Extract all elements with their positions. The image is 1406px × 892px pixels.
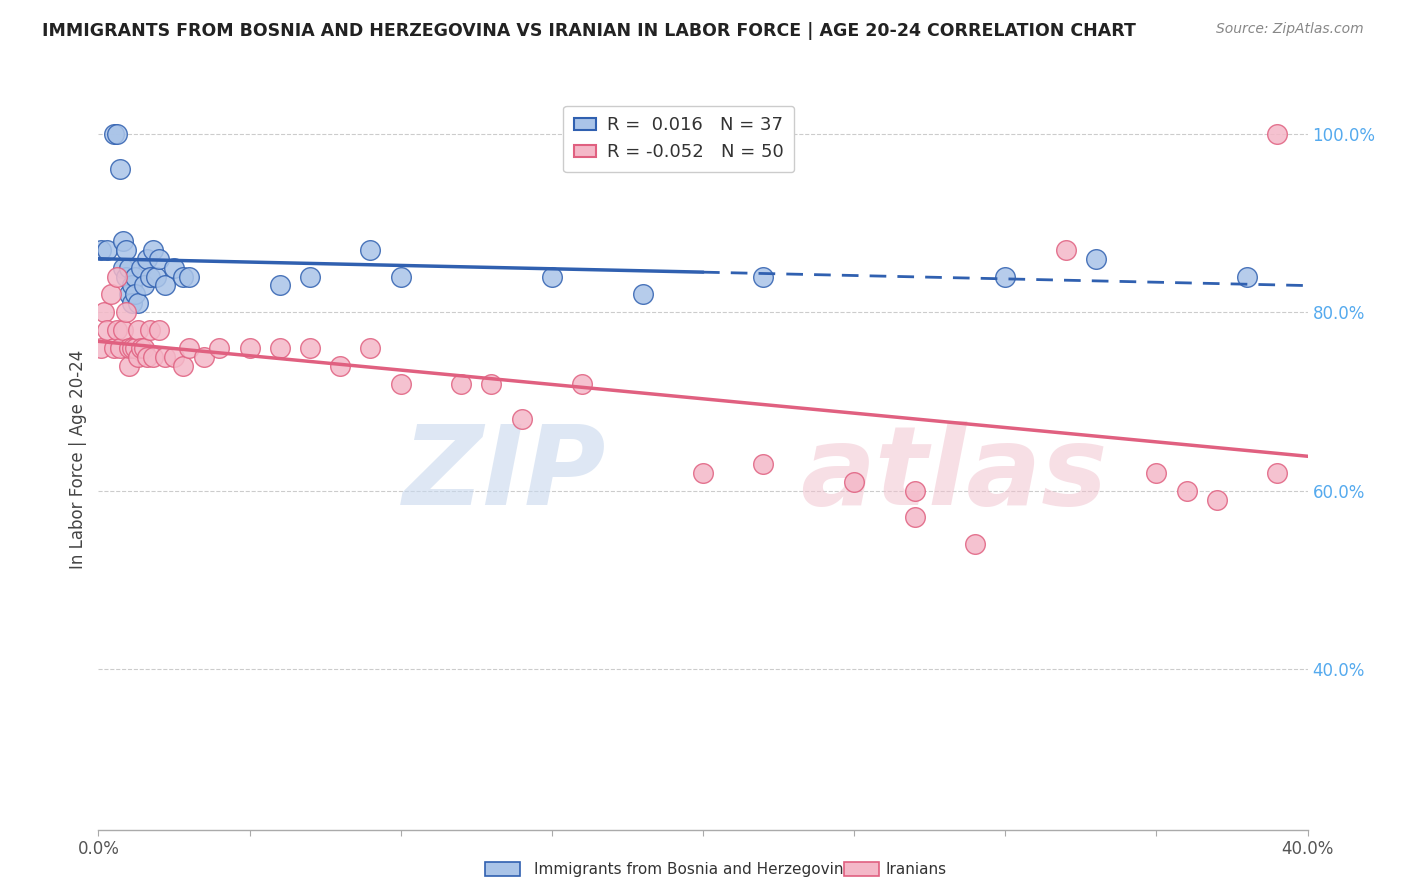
Text: Immigrants from Bosnia and Herzegovina: Immigrants from Bosnia and Herzegovina bbox=[534, 863, 853, 877]
Point bbox=[121, 296, 143, 310]
Point bbox=[93, 305, 115, 319]
Text: IMMIGRANTS FROM BOSNIA AND HERZEGOVINA VS IRANIAN IN LABOR FORCE | AGE 20-24 COR: IMMIGRANTS FROM BOSNIA AND HERZEGOVINA V… bbox=[42, 22, 1136, 40]
Point bbox=[153, 350, 176, 364]
Point bbox=[139, 269, 162, 284]
Point bbox=[121, 341, 143, 355]
Point bbox=[111, 260, 134, 275]
Point bbox=[132, 278, 155, 293]
Point bbox=[111, 234, 134, 248]
Text: ZIP: ZIP bbox=[402, 421, 606, 528]
Text: Iranians: Iranians bbox=[886, 863, 946, 877]
Point bbox=[129, 341, 152, 355]
Point bbox=[103, 341, 125, 355]
Point bbox=[208, 341, 231, 355]
Point bbox=[692, 466, 714, 480]
Point bbox=[299, 341, 322, 355]
Point bbox=[481, 376, 503, 391]
Point bbox=[129, 260, 152, 275]
Point bbox=[389, 376, 412, 391]
Point bbox=[1206, 492, 1229, 507]
Point bbox=[124, 341, 146, 355]
Point bbox=[1236, 269, 1258, 284]
Point bbox=[132, 341, 155, 355]
Point bbox=[96, 323, 118, 337]
Text: Source: ZipAtlas.com: Source: ZipAtlas.com bbox=[1216, 22, 1364, 37]
Point bbox=[163, 260, 186, 275]
Point bbox=[329, 359, 352, 373]
Point bbox=[145, 269, 167, 284]
Point bbox=[269, 278, 291, 293]
Point bbox=[540, 269, 562, 284]
Point bbox=[105, 269, 128, 284]
Point bbox=[904, 510, 927, 524]
Point bbox=[118, 260, 141, 275]
Point bbox=[127, 350, 149, 364]
Point bbox=[114, 269, 136, 284]
Text: atlas: atlas bbox=[800, 421, 1107, 528]
Point bbox=[179, 341, 201, 355]
Point bbox=[193, 350, 215, 364]
Point bbox=[105, 323, 128, 337]
Point bbox=[139, 323, 162, 337]
Point bbox=[142, 243, 165, 257]
Point bbox=[114, 305, 136, 319]
Point bbox=[179, 269, 201, 284]
Point bbox=[103, 127, 125, 141]
Point bbox=[269, 341, 291, 355]
Point bbox=[100, 287, 122, 301]
Point bbox=[108, 341, 131, 355]
Point bbox=[510, 412, 533, 426]
Point bbox=[148, 252, 170, 266]
Point bbox=[1267, 127, 1289, 141]
Point bbox=[631, 287, 654, 301]
Point bbox=[163, 350, 186, 364]
Point bbox=[90, 243, 112, 257]
Point bbox=[118, 287, 141, 301]
Point bbox=[148, 323, 170, 337]
Point bbox=[389, 269, 412, 284]
Point bbox=[1054, 243, 1077, 257]
Point bbox=[239, 341, 262, 355]
Point bbox=[111, 323, 134, 337]
Point bbox=[1144, 466, 1167, 480]
Point bbox=[752, 457, 775, 471]
Y-axis label: In Labor Force | Age 20-24: In Labor Force | Age 20-24 bbox=[69, 350, 87, 569]
Point bbox=[96, 243, 118, 257]
Point bbox=[172, 269, 194, 284]
Legend: R =  0.016   N = 37, R = -0.052   N = 50: R = 0.016 N = 37, R = -0.052 N = 50 bbox=[564, 105, 794, 172]
Point bbox=[994, 269, 1017, 284]
Point bbox=[127, 296, 149, 310]
Point bbox=[172, 359, 194, 373]
Point bbox=[450, 376, 472, 391]
Point bbox=[118, 359, 141, 373]
Point bbox=[904, 483, 927, 498]
Point bbox=[153, 278, 176, 293]
Point bbox=[105, 127, 128, 141]
Point bbox=[121, 278, 143, 293]
Point bbox=[135, 252, 157, 266]
Point bbox=[844, 475, 866, 489]
Point bbox=[1267, 466, 1289, 480]
Point bbox=[118, 341, 141, 355]
Point bbox=[142, 350, 165, 364]
Point bbox=[360, 243, 382, 257]
Point bbox=[90, 341, 112, 355]
Point bbox=[124, 269, 146, 284]
Point bbox=[752, 269, 775, 284]
Point bbox=[108, 162, 131, 177]
Point bbox=[965, 537, 987, 551]
Point bbox=[1175, 483, 1198, 498]
Point bbox=[571, 376, 593, 391]
Point bbox=[360, 341, 382, 355]
Point bbox=[114, 243, 136, 257]
Point bbox=[135, 350, 157, 364]
Point bbox=[127, 323, 149, 337]
Point bbox=[124, 287, 146, 301]
Point bbox=[1085, 252, 1108, 266]
Point bbox=[299, 269, 322, 284]
